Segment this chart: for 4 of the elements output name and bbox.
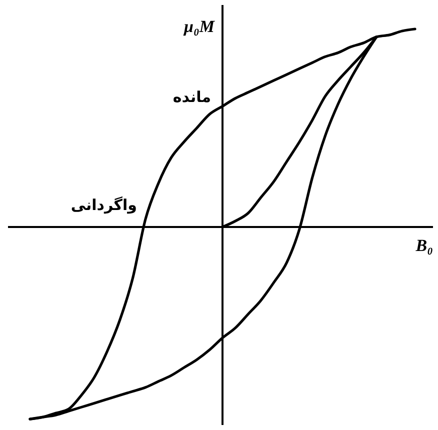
annotation: مانده <box>172 88 211 106</box>
x-axis-title: B₀ <box>414 236 434 255</box>
annotation: واگردانی <box>70 196 137 214</box>
y-axis-title: μ₀M <box>183 17 216 36</box>
